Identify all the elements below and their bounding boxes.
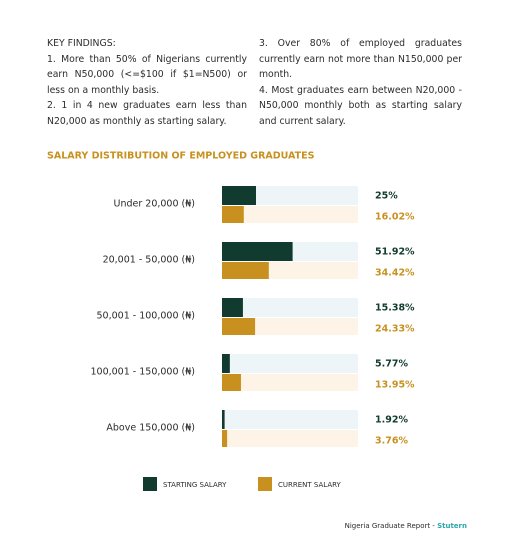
footer-brand: Stutern [437, 522, 467, 530]
category-label: Above 150,000 (₦) [106, 423, 195, 434]
category-label: 100,001 - 150,000 (₦) [90, 367, 195, 378]
bar [222, 206, 244, 223]
footer-text: Nigeria Graduate Report - [344, 522, 435, 530]
findings-left: KEY FINDINGS: 1. More than 50% of Nigeri… [47, 36, 247, 129]
bar-track [222, 410, 358, 429]
bar [222, 262, 269, 279]
finding: 4. Most graduates earn between N20,000 -… [259, 84, 462, 127]
legend-swatch [143, 477, 157, 491]
bar-track [222, 298, 358, 317]
chart-title: SALARY DISTRIBUTION OF EMPLOYED GRADUATE… [47, 151, 315, 162]
legend-label: STARTING SALARY [163, 481, 227, 489]
findings-heading: KEY FINDINGS: [47, 38, 116, 49]
value-label: 51.92% [375, 247, 415, 258]
value-label: 34.42% [375, 268, 415, 279]
value-label: 25% [375, 191, 398, 202]
bar-track [222, 206, 358, 223]
bar [222, 430, 228, 447]
finding: 2. 1 in 4 new graduates earn less than N… [47, 100, 247, 127]
value-label: 24.33% [375, 324, 415, 335]
bar [222, 354, 230, 373]
bar-track [222, 354, 358, 373]
bar [222, 242, 293, 261]
bar-track [222, 430, 358, 447]
value-label: 5.77% [375, 359, 408, 370]
bar [222, 410, 225, 429]
value-label: 15.38% [375, 303, 415, 314]
finding: 1. More than 50% of Nigerians currently … [47, 53, 247, 96]
value-label: 3.76% [375, 436, 408, 447]
bar [222, 298, 243, 317]
legend-label: CURRENT SALARY [278, 481, 342, 489]
category-label: 20,001 - 50,000 (₦) [103, 255, 195, 266]
value-label: 16.02% [375, 212, 415, 223]
value-label: 1.92% [375, 415, 408, 426]
findings-right: 3. Over 80% of employed graduates curren… [259, 36, 462, 129]
bar-track [222, 374, 358, 391]
value-label: 13.95% [375, 380, 415, 391]
category-label: 50,001 - 100,000 (₦) [97, 311, 195, 322]
category-label: Under 20,000 (₦) [114, 199, 196, 210]
bar [222, 318, 256, 335]
bar [222, 186, 256, 205]
finding: 3. Over 80% of employed graduates curren… [259, 38, 462, 80]
bar-track [222, 318, 358, 335]
bar [222, 374, 241, 391]
footer: Nigeria Graduate Report - Stutern [345, 522, 467, 530]
legend-swatch [258, 477, 272, 491]
